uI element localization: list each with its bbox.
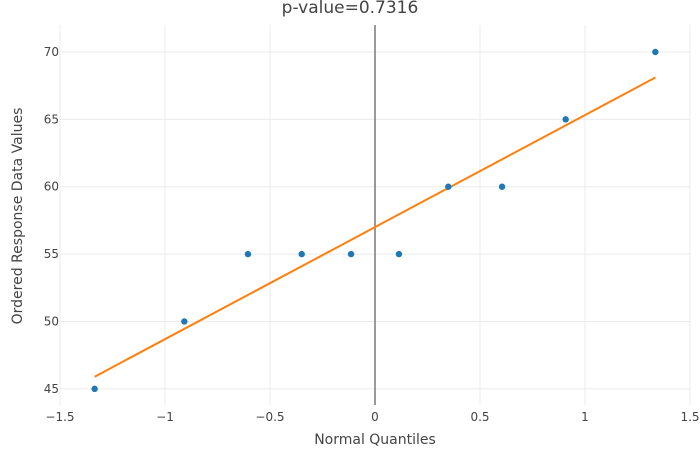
y-tick-label: 50 (44, 314, 59, 328)
x-axis-title: Normal Quantiles (314, 432, 436, 448)
chart-title: p-value=0.7316 (282, 0, 419, 18)
data-point (91, 385, 98, 393)
x-tick-label: 1 (581, 410, 589, 424)
data-point (181, 318, 188, 325)
data-point (395, 250, 403, 258)
fit-line-group (94, 76, 656, 378)
x-tick-label: −1.5 (45, 410, 74, 424)
x-tick-label: 0 (371, 410, 379, 424)
data-point (445, 183, 452, 190)
data-points (91, 48, 659, 393)
y-axis-title: Ordered Response Data Values (10, 108, 26, 325)
x-tick-label: 1.5 (680, 410, 699, 424)
data-point (347, 250, 355, 258)
fit-line (94, 76, 656, 378)
data-point (498, 183, 506, 190)
x-tick-label: 0.5 (470, 410, 489, 424)
x-tick-label: −1 (156, 410, 174, 424)
data-point (562, 116, 569, 123)
y-tick-label: 45 (44, 382, 59, 396)
x-tick-label: −0.5 (255, 410, 284, 424)
y-tick-label: 60 (44, 180, 59, 194)
data-point (244, 250, 252, 258)
y-tick-label: 65 (44, 112, 59, 126)
y-axis-ticks: 45 50 55 60 65 70 (44, 45, 59, 396)
x-axis-ticks: −1.5 −1 −0.5 0 0.5 1 1.5 (45, 410, 699, 424)
y-tick-label: 70 (44, 45, 59, 59)
data-point (298, 250, 305, 258)
data-point (652, 48, 659, 56)
y-tick-label: 55 (44, 247, 59, 261)
